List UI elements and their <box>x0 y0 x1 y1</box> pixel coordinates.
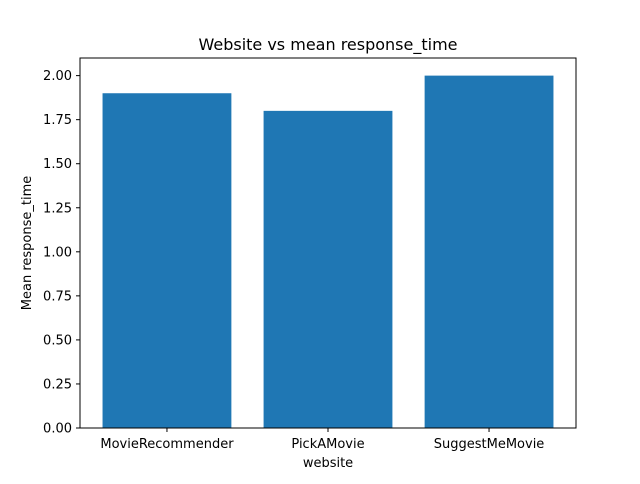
y-tick-label: 1.75 <box>43 113 72 128</box>
bars-layer <box>102 75 554 428</box>
x-tick-label: MovieRecommender <box>100 437 234 452</box>
x-axis: MovieRecommender PickAMovie SuggestMeMovie <box>100 428 544 452</box>
y-tick-label: 0.25 <box>43 377 72 392</box>
y-tick-label: 0.50 <box>43 333 72 348</box>
y-tick-label: 0.00 <box>43 422 72 437</box>
y-tick-label: 1.25 <box>43 201 72 216</box>
y-axis-label: Mean response_time <box>20 176 35 310</box>
x-tick-label: PickAMovie <box>291 437 364 452</box>
y-tick-label: 1.50 <box>43 157 72 172</box>
x-axis-label: website <box>303 456 353 471</box>
bar-pickamovie <box>263 110 393 428</box>
y-tick-label: 0.75 <box>43 289 72 304</box>
y-axis: 0.00 0.25 0.50 0.75 1.00 1.25 1.50 1.75 2.00 <box>43 69 80 437</box>
x-tick-label: SuggestMeMovie <box>434 437 545 452</box>
y-tick-label: 1.00 <box>43 245 72 260</box>
plot-frame <box>79 57 577 429</box>
bar-suggestmemovie <box>424 75 554 428</box>
y-tick-label: 2.00 <box>43 69 72 84</box>
chart-title: Website vs mean response_time <box>198 35 457 55</box>
bar-movierecommender <box>102 93 232 428</box>
